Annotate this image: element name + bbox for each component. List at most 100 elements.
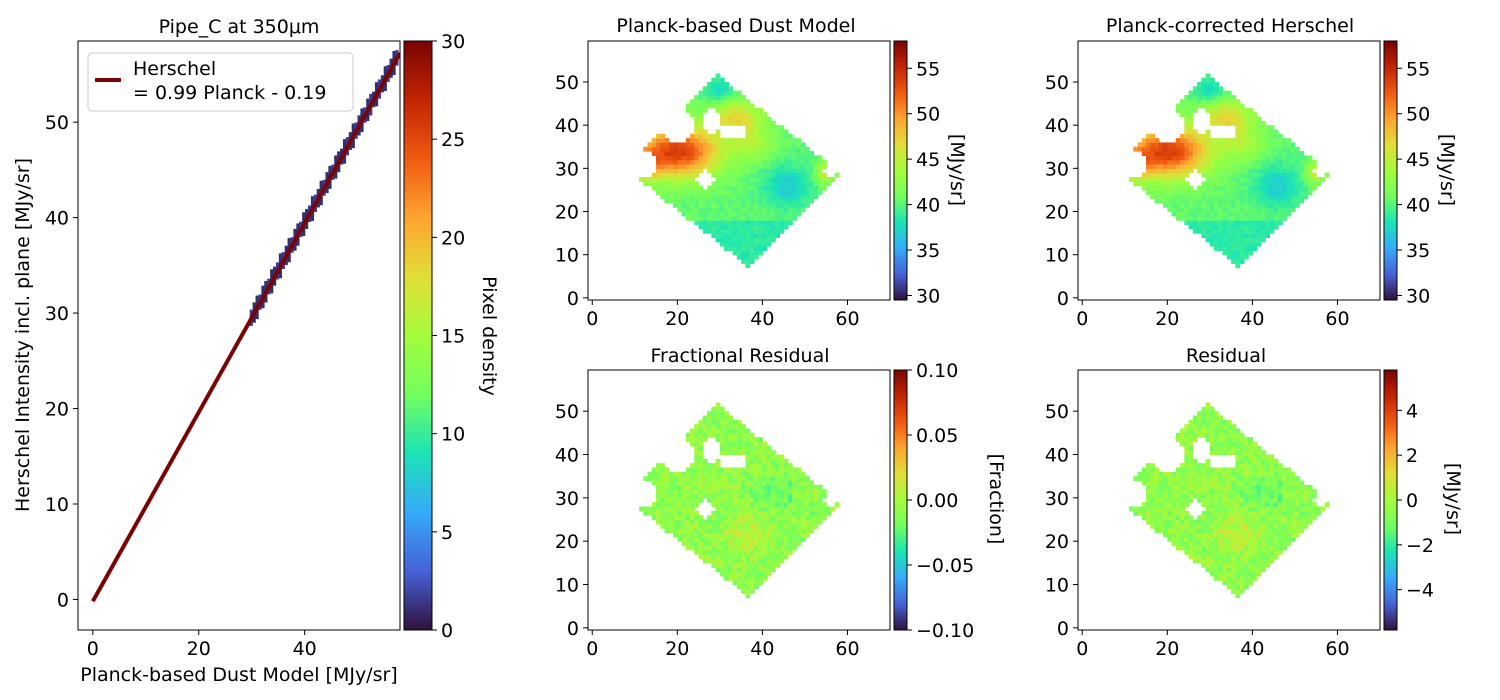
fracres-pixel <box>707 558 712 564</box>
corrected-pixel <box>1214 164 1219 169</box>
corrected-pixel <box>1175 168 1181 174</box>
residual-pixel <box>1252 536 1258 542</box>
corrected-pixel <box>1311 172 1317 178</box>
corrected-pixel <box>1273 168 1279 174</box>
fracres-pixel <box>741 450 746 456</box>
model-pixel <box>694 125 700 131</box>
corrected-pixel <box>1290 168 1296 174</box>
residual-pixel <box>1197 532 1202 538</box>
fracres-pixel <box>690 497 695 503</box>
fracres-pixel <box>775 497 781 503</box>
model-pixel <box>770 129 776 135</box>
fracres-pixel <box>762 445 768 451</box>
model-pixel <box>809 159 815 165</box>
fracres-pixel <box>719 510 725 516</box>
model-pixel <box>673 198 678 204</box>
fracres-pixel <box>770 476 776 482</box>
corrected-pixel <box>1214 138 1219 144</box>
corrected-pixel <box>1214 168 1219 174</box>
corrected-pixel <box>1222 233 1228 239</box>
model-pixel <box>753 181 759 187</box>
model-pixel <box>783 142 789 148</box>
corrected-pixel <box>1218 103 1224 109</box>
model-pixel <box>698 211 704 217</box>
residual-pixel <box>1150 506 1156 512</box>
model-pixel <box>775 228 781 234</box>
model-pixel <box>724 120 729 126</box>
corrected-pixel <box>1201 215 1207 221</box>
model-pixel <box>787 185 793 191</box>
fracres-pixel <box>796 484 802 490</box>
model-pixel <box>736 103 742 109</box>
fracres-pixel <box>728 523 734 529</box>
corrected-pixel <box>1184 198 1190 204</box>
residual-pixel <box>1273 545 1279 551</box>
corrected-pixel <box>1205 73 1211 79</box>
residual-pixel <box>1231 428 1236 434</box>
model-pixel <box>749 215 755 221</box>
model-pixel <box>702 151 708 156</box>
fracres-pixel <box>741 467 746 473</box>
corrected-pixel <box>1248 159 1253 165</box>
residual-pixel <box>1167 515 1173 521</box>
fracres-pixel <box>732 554 738 560</box>
fracres-pixel <box>728 437 734 443</box>
corrected-pixel <box>1201 220 1207 226</box>
corrected-pixel <box>1273 215 1279 221</box>
residual-pixel <box>1180 480 1185 486</box>
residual-pixel <box>1209 567 1215 573</box>
residual-pixel <box>1239 484 1245 490</box>
residual-pixel <box>1252 441 1258 447</box>
corrected-pixel <box>1201 207 1207 213</box>
residual-pixel <box>1235 510 1241 516</box>
corrected-pixel <box>1163 202 1168 208</box>
corrected-pixel <box>1222 116 1228 122</box>
corrected-pixel <box>1197 202 1202 208</box>
corrected-pixel <box>1180 99 1185 105</box>
residual-pixel <box>1256 554 1262 560</box>
fracres-pixel <box>681 541 687 547</box>
corrected-pixel <box>1175 138 1181 144</box>
residual-pixel <box>1256 471 1262 477</box>
model-pixel <box>783 129 789 135</box>
corrected-pixel <box>1299 176 1305 182</box>
fracres-pixel <box>677 528 683 534</box>
model-pixel <box>732 211 738 217</box>
model-pixel <box>745 228 751 234</box>
model-pixel <box>753 250 759 256</box>
model-pixel <box>813 168 819 174</box>
corrected-pixel <box>1307 189 1313 195</box>
residual-pixel <box>1163 480 1168 486</box>
corrected-pixel <box>1299 168 1305 174</box>
residual-pixel <box>1184 528 1190 534</box>
residual-pixel <box>1214 476 1219 482</box>
corrected-pixel <box>1256 116 1262 122</box>
model-pixel <box>668 172 674 178</box>
residual-pixel <box>1277 528 1283 534</box>
corrected-pixel <box>1209 194 1215 200</box>
residual-pixel <box>1265 523 1271 529</box>
corrected-pixel <box>1201 90 1207 96</box>
model-pixel <box>711 99 717 105</box>
fracres-pixel <box>787 489 793 495</box>
corrected-pixel <box>1243 120 1249 126</box>
fracres-pixel <box>681 480 687 486</box>
residual-pixel <box>1222 515 1228 521</box>
fracres-pixel <box>694 441 700 447</box>
residual-pixel <box>1239 515 1245 521</box>
fracres-pixel <box>787 467 793 473</box>
fracres-pixel <box>715 558 721 564</box>
model-pixel <box>681 142 687 148</box>
corrected-pixel <box>1290 142 1296 148</box>
model-pixel <box>707 142 712 148</box>
model-pixel <box>753 211 759 217</box>
corrected-pixel <box>1239 146 1245 152</box>
residual-pixel <box>1184 428 1190 434</box>
model-pixel <box>758 155 763 161</box>
residual-pixel <box>1277 510 1283 516</box>
corrected-pixel <box>1231 198 1236 204</box>
corrected-pixel <box>1167 168 1173 174</box>
model-pixel <box>690 215 695 221</box>
fracres-pixel <box>792 532 798 538</box>
